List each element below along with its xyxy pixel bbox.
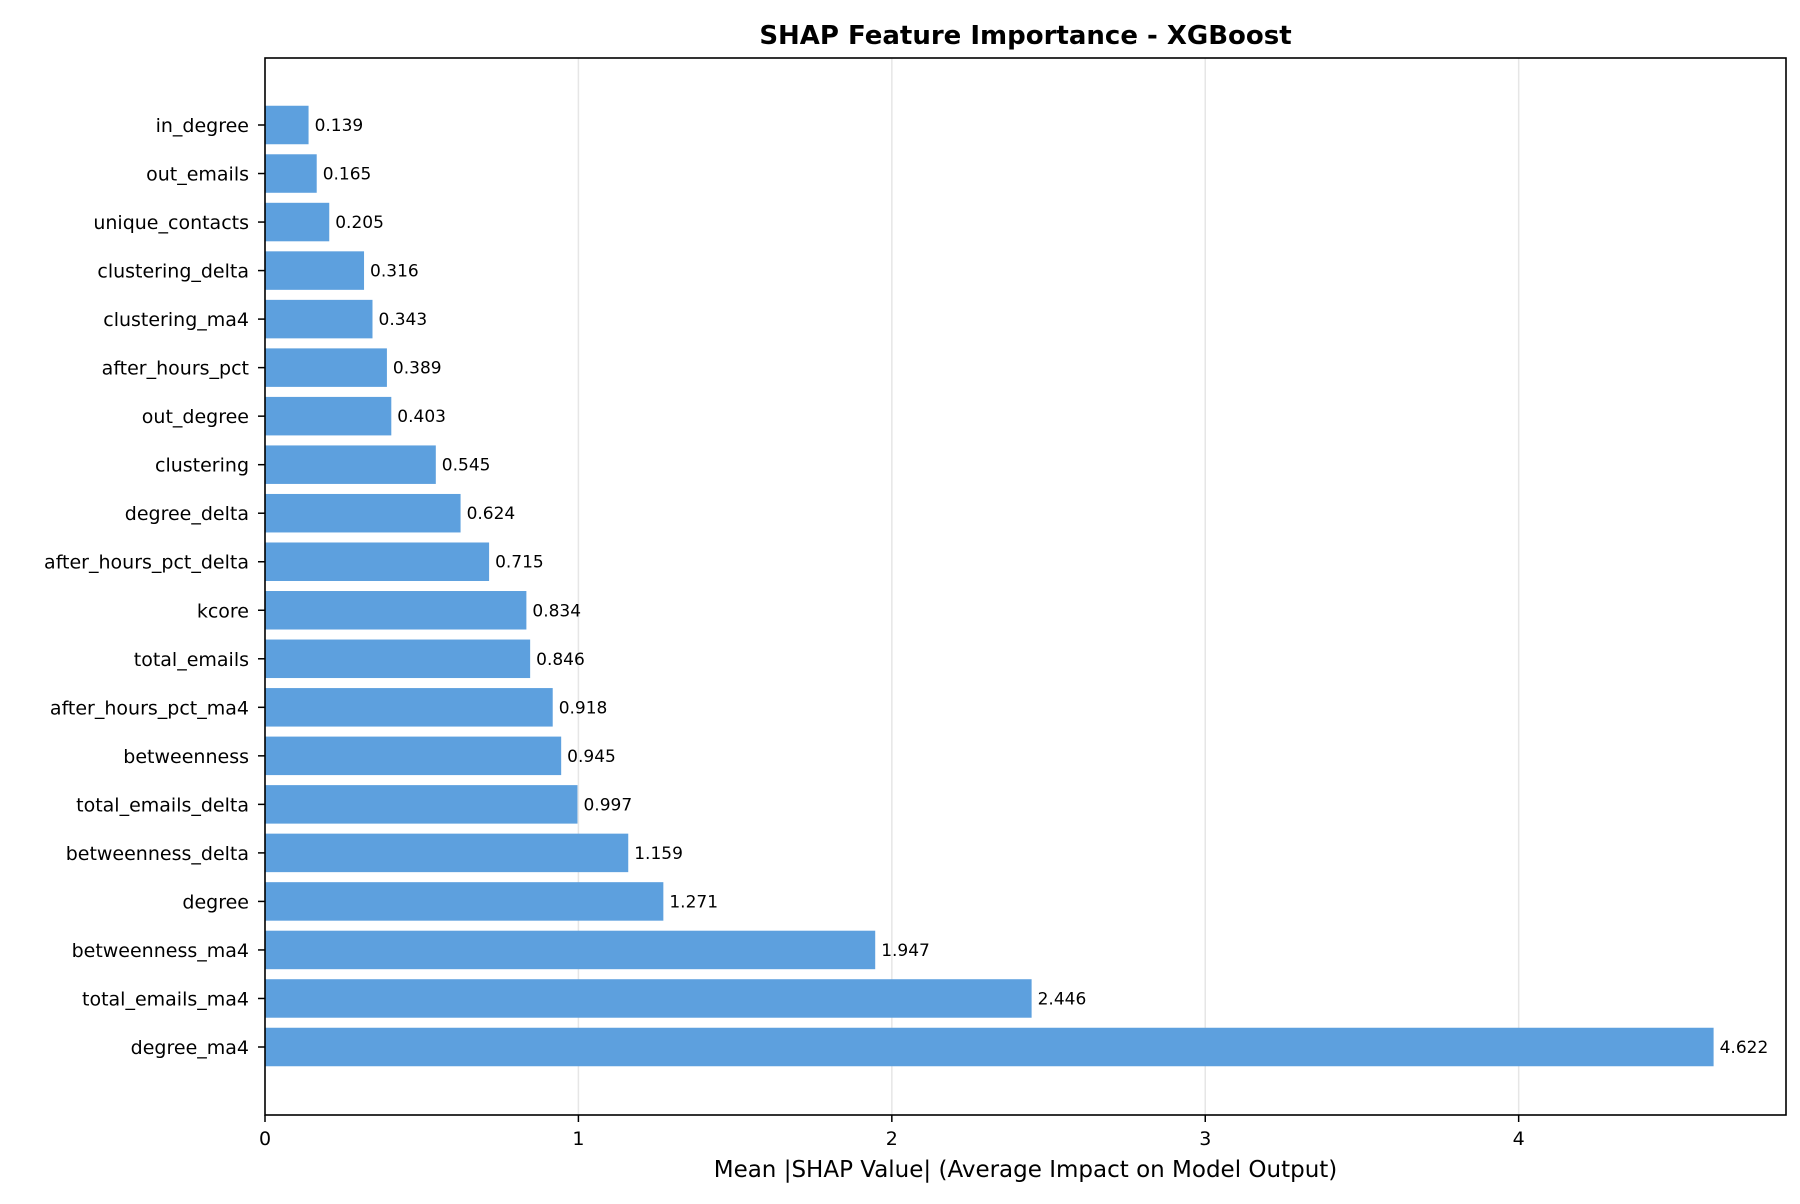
data-label: 2.446	[1038, 989, 1087, 1009]
y-tick-label: out_degree	[142, 406, 249, 428]
y-axis-ticks: in_degree out_emails unique_contactscluste…	[44, 115, 265, 1059]
bar-out-emails	[265, 154, 317, 193]
y-tick-label: clustering_delta	[97, 261, 249, 283]
data-label: 0.343	[379, 310, 428, 330]
y-tick-label: betweenness_delta	[66, 843, 249, 865]
bar-total-emails-ma4	[265, 979, 1032, 1018]
bar-out-degree	[265, 396, 392, 436]
bar-betweenness-delta	[265, 833, 629, 873]
bar-kcore	[265, 591, 527, 630]
data-label: 0.545	[442, 456, 491, 476]
data-label: 0.139	[315, 116, 364, 136]
bar-degree	[265, 882, 664, 921]
bar-total-emails	[265, 639, 531, 679]
y-tick-label: total_emails_ma4	[82, 988, 249, 1010]
data-label: 1.947	[881, 941, 930, 961]
y-tick-label: unique_contacts	[93, 212, 249, 234]
data-label: 0.316	[370, 262, 419, 282]
data-label: 4.622	[1720, 1038, 1769, 1058]
data-label: 0.834	[532, 601, 581, 621]
x-tick-label: 3	[1199, 1128, 1211, 1150]
y-tick-label: clustering_ma4	[103, 309, 249, 331]
bar-total-emails-delta	[265, 785, 578, 824]
data-label: 0.846	[536, 650, 585, 670]
bar-after-hours-pct-delta	[265, 542, 490, 581]
data-label: 0.997	[583, 795, 632, 815]
data-label: 0.945	[567, 747, 616, 767]
y-tick-label: after_hours_pct_ma4	[50, 697, 249, 719]
y-tick-label: total_emails_delta	[76, 794, 249, 816]
bar-after-hours-pct-ma4	[265, 688, 553, 727]
bar-clustering-delta	[265, 251, 365, 290]
bar-after-hours-pct	[265, 348, 387, 387]
bar-in-degree	[265, 105, 309, 145]
y-tick-label: clustering	[155, 455, 249, 477]
y-tick-label: degree_delta	[125, 503, 249, 525]
data-label: 0.165	[323, 165, 372, 185]
bar-unique-contacts	[265, 202, 330, 242]
data-label: 0.389	[393, 359, 442, 379]
x-tick-label: 0	[259, 1128, 271, 1150]
y-tick-label: total_emails	[134, 649, 249, 671]
bar-betweenness-ma4	[265, 930, 876, 970]
plot-area-frame	[264, 57, 1787, 1116]
bar-clustering	[265, 445, 436, 484]
y-tick-label: betweenness	[123, 746, 249, 768]
data-label: 0.624	[467, 504, 516, 524]
data-label: 1.159	[634, 844, 683, 864]
bar-degree-delta	[265, 493, 461, 533]
y-tick-label: after_hours_pct	[102, 358, 249, 380]
bars	[265, 105, 1714, 1067]
data-label: 0.403	[397, 407, 446, 427]
data-labels: 0.139 0.165 0.205 0.316 0.343 0.389 0.403 0.545…	[315, 116, 1769, 1058]
y-tick-label: betweenness_ma4	[72, 940, 249, 962]
bar-clustering-ma4	[265, 299, 373, 339]
data-label: 0.205	[335, 213, 384, 233]
x-axis-label: Mean |SHAP Value| (Average Impact on Mod…	[714, 1157, 1338, 1183]
y-tick-label: out_emails	[146, 164, 249, 186]
x-axis-ticks: 0 1 2 3 4	[259, 1115, 1525, 1150]
data-label: 0.918	[559, 698, 608, 718]
x-tick-label: 1	[572, 1128, 584, 1150]
y-tick-label: degree	[182, 891, 249, 913]
y-tick-label: in_degree	[156, 115, 249, 137]
y-tick-label: after_hours_pct_delta	[44, 552, 249, 574]
y-tick-label: kcore	[197, 600, 249, 622]
chart-title: SHAP Feature Importance - XGBoost	[759, 21, 1291, 51]
x-tick-label: 4	[1513, 1128, 1525, 1150]
data-label: 0.715	[495, 553, 544, 573]
x-tick-label: 2	[886, 1128, 898, 1150]
bar-degree-ma4	[265, 1027, 1714, 1067]
data-label: 1.271	[669, 892, 718, 912]
bar-betweenness	[265, 736, 562, 776]
y-tick-label: degree_ma4	[131, 1037, 249, 1059]
